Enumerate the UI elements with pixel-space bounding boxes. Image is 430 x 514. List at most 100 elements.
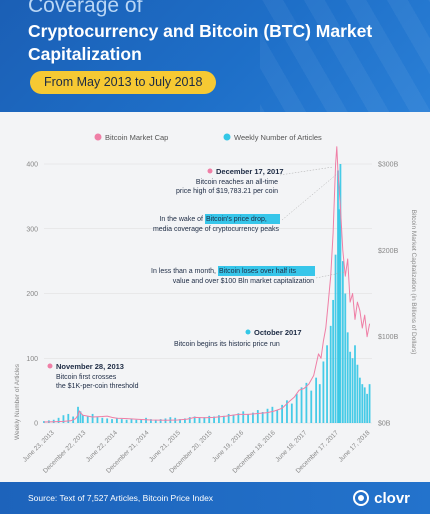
- x-tick-label: June 22, 2014: [85, 429, 119, 463]
- chart-area: Bitcoin Market Cap Weekly Number of Arti…: [0, 112, 430, 480]
- article-bar: [145, 417, 147, 423]
- y-axis-right-title: Bitcoin Market Capitalization (in Billio…: [410, 210, 417, 355]
- y-tick-label-left: 300: [26, 226, 38, 233]
- article-bar: [81, 415, 84, 423]
- article-bar: [368, 384, 371, 423]
- x-tick-label: June 18, 2017: [274, 429, 308, 463]
- annotation-dot: [207, 168, 213, 174]
- article-bar: [361, 384, 364, 423]
- brand-name: clovr: [374, 489, 410, 507]
- article-bar: [318, 384, 321, 423]
- article-bar: [329, 325, 332, 423]
- article-bar: [111, 419, 113, 423]
- article-bar: [338, 209, 341, 423]
- y-tick-label-right: $0B: [378, 421, 391, 428]
- header-banner: Coverage of Cryptocurrency and Bitcoin (…: [0, 0, 430, 112]
- annotation-date: November 28, 2013: [56, 362, 124, 371]
- date-range-badge: From May 2013 to July 2018: [30, 71, 217, 94]
- annotation-leader: [279, 166, 334, 176]
- article-bar: [363, 387, 366, 423]
- article-bar: [358, 377, 361, 423]
- article-bar: [334, 254, 337, 423]
- article-bar: [120, 419, 123, 423]
- article-bar: [344, 293, 347, 423]
- annotation-date: December 17, 2017: [216, 167, 284, 176]
- article-bar: [366, 393, 369, 423]
- article-bar: [242, 411, 245, 423]
- header-pattern: [260, 0, 430, 112]
- y-tick-label-left: 100: [26, 356, 38, 363]
- annotation-leader: [315, 271, 346, 279]
- article-bar: [130, 418, 133, 423]
- y-ticks-right: $0B $100B $200B $300B: [378, 162, 399, 428]
- article-bar: [184, 418, 186, 423]
- x-tick-label: June 17, 2018: [337, 429, 371, 463]
- article-bar: [322, 361, 325, 423]
- article-bar: [337, 170, 339, 423]
- article-bar: [305, 382, 308, 423]
- article-bar: [252, 412, 254, 423]
- annotation-highlight: Bitcoin loses over half its: [219, 268, 297, 275]
- article-bar: [351, 358, 354, 423]
- annotation-text-line1: Bitcoin first crosses: [56, 374, 117, 381]
- annotation-text-line2: the $1K-per-coin threshold: [56, 383, 139, 390]
- market-cap-line-group: [43, 146, 371, 423]
- y-axis-left-title: Weekly Number of Articles: [14, 363, 21, 440]
- article-bar: [67, 413, 70, 423]
- article-bar: [315, 377, 318, 423]
- article-bar: [281, 404, 284, 423]
- highlight-box: [218, 266, 315, 276]
- legend-label-articles: Weekly Number of Articles: [234, 133, 322, 142]
- y-tick-label-left: 400: [26, 162, 38, 169]
- legend-marker-articles: [223, 133, 231, 141]
- annotation-dot: [245, 329, 251, 335]
- article-bar: [135, 419, 138, 423]
- annotation-highlight: Bitcoin's price drop,: [206, 216, 267, 223]
- article-bar: [237, 413, 240, 423]
- annotation-coverage-peak: In the wake of Bitcoin's price drop, med…: [153, 173, 338, 233]
- annotation-leader: [281, 173, 338, 221]
- article-bar: [203, 417, 206, 423]
- legend-marker-market-cap: [94, 133, 102, 141]
- annotation-dot: [47, 363, 53, 369]
- article-bar: [276, 410, 279, 423]
- market-cap-line: [43, 146, 371, 423]
- legend: Bitcoin Market Cap Weekly Number of Arti…: [94, 133, 322, 142]
- article-bar: [326, 345, 328, 423]
- y-ticks-left: 0 100 200 300 400: [26, 162, 38, 428]
- article-bar: [341, 261, 344, 423]
- annotation-text-line2: price high of $19,783.21 per coin: [176, 188, 278, 195]
- article-bar: [290, 403, 293, 423]
- article-bar: [125, 419, 128, 423]
- article-bar: [295, 393, 298, 423]
- annotation-oct-2017: October 2017 Bitcoin begins its historic…: [174, 328, 302, 348]
- article-bar: [115, 417, 118, 423]
- x-tick-label: June 19, 2016: [211, 429, 245, 463]
- article-bar: [218, 415, 220, 423]
- header-top-label: Coverage of: [28, 0, 143, 17]
- annotation-pre: In the wake of: [159, 216, 203, 223]
- legend-label-market-cap: Bitcoin Market Cap: [105, 133, 168, 142]
- article-bar: [310, 390, 313, 423]
- article-bar: [286, 400, 288, 423]
- article-bar: [106, 418, 109, 423]
- article-bar: [208, 415, 211, 423]
- annotation-date: October 2017: [254, 328, 302, 337]
- annotation-text-line1: Bitcoin reaches an all-time: [196, 179, 278, 186]
- footer: Source: Text of 7,527 Articles, Bitcoin …: [0, 482, 430, 514]
- annotation-post: value and over $100 Bln market capitaliz…: [173, 278, 314, 285]
- x-tick-label: June 21, 2015: [148, 429, 182, 463]
- article-bars: [43, 164, 371, 423]
- annotation-text: Bitcoin begins its historic price run: [174, 341, 280, 348]
- article-bar: [261, 411, 264, 423]
- annotation-pre: In less than a month,: [151, 268, 216, 275]
- brand-logo[interactable]: clovr: [353, 488, 410, 508]
- y-tick-label-left: 200: [26, 291, 38, 298]
- article-bar: [91, 413, 94, 423]
- article-bar: [349, 351, 352, 423]
- annotation-nov-2013: November 28, 2013 Bitcoin first crosses …: [47, 362, 139, 390]
- article-bar: [198, 417, 201, 423]
- article-bar: [154, 419, 157, 423]
- x-tick-label: June 23, 2013: [22, 429, 56, 463]
